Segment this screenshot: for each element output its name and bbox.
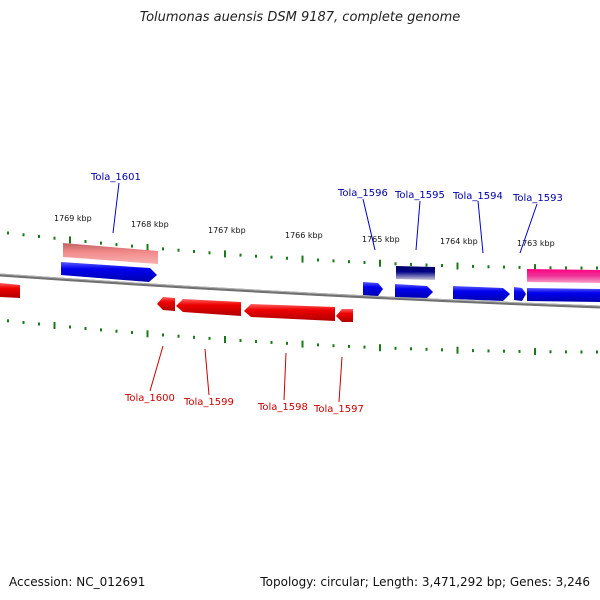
gene-label-tola-1599[interactable]: Tola_1599 [183,397,234,408]
map-title: Tolumonas auensis DSM 9187, complete gen… [139,10,461,25]
scale-label: 1768 kbp [131,220,169,229]
label-connectors [112,182,538,403]
scale-label: 1766 kbp [285,231,323,240]
gene-arrow-tola-1599[interactable] [176,299,241,316]
gene-label-tola-1595[interactable]: Tola_1595 [394,190,445,201]
gene-arrow-tola-1596[interactable] [363,282,383,296]
feature-salmon[interactable] [63,243,158,264]
gene-labels: Tola_1601 Tola_1596 Tola_1595 Tola_1594 … [90,172,563,415]
scale-label: 1763 kbp [517,239,555,248]
feature-navy[interactable] [396,266,435,280]
scale-labels: 1769 kbp 1768 kbp 1767 kbp 1766 kbp 1765… [54,214,555,248]
gene-label-tola-1596[interactable]: Tola_1596 [337,188,388,199]
connector-tola-1596 [362,198,376,251]
connector-tola-1593 [519,203,538,254]
genome-backbone-highlight [0,273,600,307]
gene-arrow-tola-1598[interactable] [244,304,335,321]
gene-label-tola-1593[interactable]: Tola_1593 [512,193,563,204]
accession-label: Accession: NC_012691 [9,575,146,589]
gene-arrow-tola-1600[interactable] [157,297,175,311]
connector-tola-1599 [204,348,210,396]
gene-arrow-tola-1595[interactable] [395,284,433,298]
scale-label: 1765 kbp [362,235,400,244]
gene-arrow-reverse-edge[interactable] [0,283,20,298]
scale-label: 1769 kbp [54,214,92,223]
gene-label-tola-1597[interactable]: Tola_1597 [313,404,364,415]
genome-summary: Topology: circular; Length: 3,471,292 bp… [260,575,590,589]
gene-arrow-tola-1593[interactable] [514,287,526,301]
connector-tola-1594 [477,200,484,254]
gene-arrow-tola-1597[interactable] [336,309,353,322]
gene-arrow-forward-edge[interactable] [527,288,600,302]
gene-label-tola-1594[interactable]: Tola_1594 [452,191,503,202]
connector-tola-1598 [283,352,287,401]
scale-label: 1764 kbp [440,237,478,246]
gene-label-tola-1601[interactable]: Tola_1601 [90,172,141,183]
gene-arrow-tola-1601[interactable] [61,262,157,282]
connector-tola-1601 [112,182,120,234]
gene-arrow-tola-1594[interactable] [453,286,510,301]
gene-label-tola-1600[interactable]: Tola_1600 [124,393,175,404]
outer-tick-row [7,231,598,272]
connector-tola-1595 [415,200,421,251]
connector-tola-1600 [149,345,164,392]
scale-label: 1767 kbp [208,226,246,235]
genome-backbone [0,273,600,309]
gene-label-tola-1598[interactable]: Tola_1598 [257,402,308,413]
feature-pink[interactable] [527,269,600,283]
connector-tola-1597 [338,356,343,403]
inner-tick-row [7,319,598,356]
